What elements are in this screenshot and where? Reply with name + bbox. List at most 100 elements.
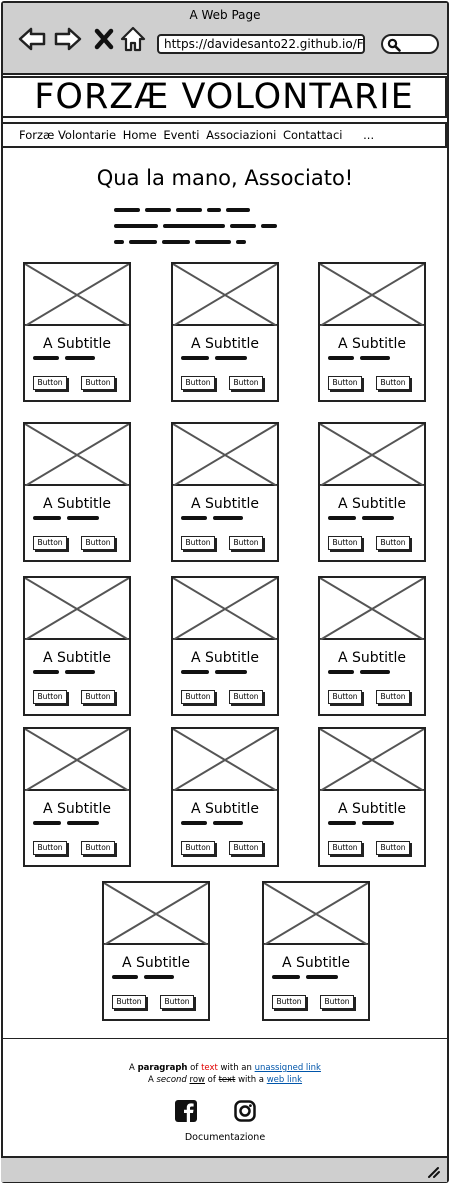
card-button[interactable]: Button [181,536,215,550]
card-button[interactable]: Button [33,536,67,550]
image-placeholder [25,424,129,486]
card-button[interactable]: Button [181,376,215,390]
card: A Subtitle Button Button [262,881,370,1021]
nav-more[interactable]: ... [363,128,375,142]
card: A Subtitle Button Button [171,262,279,402]
card-subtitle: A Subtitle [337,801,407,817]
card-button[interactable]: Button [328,841,362,855]
card: A Subtitle Button Button [318,262,426,402]
card-button[interactable]: Button [33,841,67,855]
image-placeholder [320,729,424,791]
back-arrow-icon[interactable] [17,25,47,53]
card-button[interactable]: Button [229,841,263,855]
card-button[interactable]: Button [376,376,410,390]
card-button[interactable]: Button [229,690,263,704]
card: A Subtitle Button Button [171,727,279,867]
image-placeholder [25,578,129,640]
resize-grip-icon[interactable] [427,1166,441,1178]
card: A Subtitle Button Button [171,576,279,716]
card: A Subtitle Button Button [102,881,210,1021]
nav-item-eventi[interactable]: Eventi [163,128,200,142]
card-text [328,516,394,520]
card-text [181,516,247,520]
image-placeholder [173,729,277,791]
nav-item-contattaci[interactable]: Contattaci [282,128,343,142]
card-button[interactable]: Button [376,690,410,704]
search-input[interactable] [381,34,439,54]
image-placeholder [173,578,277,640]
browser-status-bar [1,1156,447,1182]
card-button[interactable]: Button [376,536,410,550]
web-link[interactable]: web link [266,1075,303,1085]
card-subtitle: A Subtitle [42,650,112,666]
card-subtitle: A Subtitle [281,955,351,971]
footer-red-text: text [201,1063,218,1073]
card-button[interactable]: Button [33,376,67,390]
card-subtitle: A Subtitle [337,496,407,512]
documentation-link[interactable]: Documentazione [184,1132,266,1143]
url-input[interactable]: https://davidesanto22.github.io/F [157,34,365,54]
footer-text: of [187,1063,202,1073]
card-button[interactable]: Button [81,841,115,855]
card-button[interactable]: Button [33,690,67,704]
card: A Subtitle Button Button [318,422,426,562]
card-subtitle: A Subtitle [190,801,260,817]
footer-text: with an [217,1063,255,1073]
card: A Subtitle Button Button [23,576,131,716]
card-subtitle: A Subtitle [121,955,191,971]
nav-item-home[interactable]: Home [122,128,157,142]
image-placeholder [320,578,424,640]
footer-text: of [204,1075,219,1085]
footer-underlined-text: row [189,1075,205,1085]
card-button[interactable]: Button [112,995,146,1009]
card-button[interactable]: Button [328,690,362,704]
card-button[interactable]: Button [81,690,115,704]
close-icon[interactable] [93,25,115,53]
card-text [328,670,394,674]
card-button[interactable]: Button [81,536,115,550]
nav-item-associazioni[interactable]: Associazioni [206,128,277,142]
unassigned-link[interactable]: unassigned link [254,1063,321,1073]
card-button[interactable]: Button [328,376,362,390]
card-text [328,356,394,360]
card-button[interactable]: Button [320,995,354,1009]
card-button[interactable]: Button [272,995,306,1009]
browser-toolbar: A Web Page https://davidesanto22.github.… [3,3,447,75]
nav-item-brand[interactable]: Forzæ Volontarie [19,128,117,142]
footer-text: with a [235,1075,267,1085]
card-text [181,821,247,825]
card-button[interactable]: Button [181,690,215,704]
intro-text-line [114,240,334,244]
card-button[interactable]: Button [229,376,263,390]
card-text [181,670,247,674]
card-button[interactable]: Button [376,841,410,855]
site-header: FORZÆ VOLONTARIE [1,76,447,118]
card-button[interactable]: Button [328,536,362,550]
search-icon [387,38,401,52]
card-button[interactable]: Button [81,376,115,390]
footer-bold-text: paragraph [137,1063,188,1073]
footer-paragraph-line-2: A second row of text with a web link [0,1075,450,1085]
footer-strike-text: text [218,1075,236,1085]
window-title: A Web Page [189,8,261,22]
home-icon[interactable] [119,25,147,53]
footer-divider [1,1038,447,1039]
facebook-icon[interactable] [175,1100,197,1122]
card-subtitle: A Subtitle [337,336,407,352]
card: A Subtitle Button Button [23,727,131,867]
image-placeholder [25,264,129,326]
card-button[interactable]: Button [160,995,194,1009]
instagram-icon[interactable] [234,1100,256,1122]
card-text [33,821,99,825]
image-placeholder [320,264,424,326]
card: A Subtitle Button Button [318,727,426,867]
card: A Subtitle Button Button [318,576,426,716]
footer-italic-text: second [156,1075,187,1085]
forward-arrow-icon[interactable] [53,25,83,53]
card-subtitle: A Subtitle [190,650,260,666]
card-button[interactable]: Button [181,841,215,855]
image-placeholder [264,883,368,945]
card-button[interactable]: Button [229,536,263,550]
footer-paragraph-line-1: A paragraph of text with an unassigned l… [0,1063,450,1073]
card: A Subtitle Button Button [23,422,131,562]
